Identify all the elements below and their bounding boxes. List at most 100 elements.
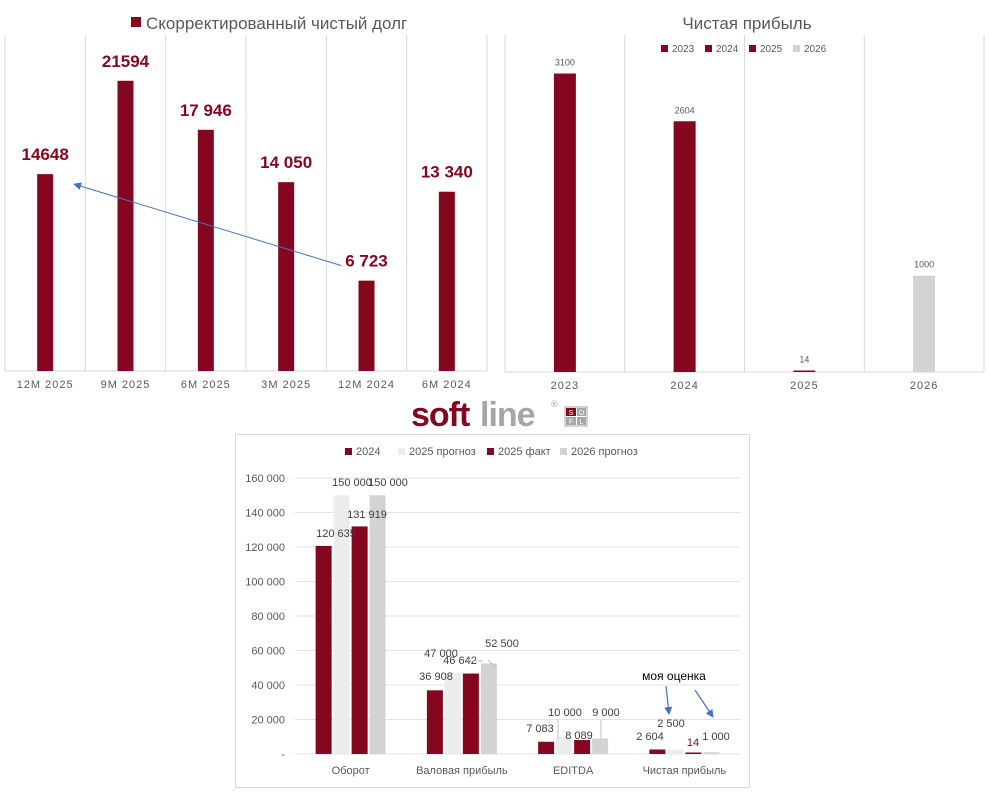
legend-swatch <box>560 448 567 455</box>
bar <box>667 749 684 754</box>
x-tick-label: 12M 2025 <box>17 379 74 391</box>
data-label: 8 089 <box>565 730 593 742</box>
financials-chart: - 20 000 40 000 60 000 80 000 100 000 120 000 1… <box>235 434 750 788</box>
logo-letter-l: L <box>580 419 584 426</box>
leader-line <box>487 659 497 668</box>
data-label: 14 <box>687 737 699 749</box>
data-label: 131 919 <box>347 509 387 521</box>
data-label: 14 050 <box>260 153 312 172</box>
x-tick-label: Чистая прибыль <box>643 765 727 777</box>
bar-12m-2024 <box>358 280 375 371</box>
legend-label: 2024 <box>356 446 380 458</box>
data-label: 2 604 <box>636 731 664 743</box>
legend-label: 2025 прогноз <box>409 446 476 458</box>
x-tick-label: 12M 2024 <box>338 379 395 391</box>
x-tick-label: 6M 2024 <box>422 379 472 391</box>
bar <box>351 526 368 754</box>
y-tick-label: - <box>281 749 285 761</box>
legend-swatch-2025 <box>749 45 756 52</box>
data-label: 36 908 <box>419 671 453 683</box>
data-label: 46 642 <box>443 655 477 667</box>
bar-2026 <box>913 275 936 372</box>
annotation-arrow <box>694 689 714 718</box>
bar <box>444 672 461 754</box>
bar-6m-2024 <box>438 191 455 371</box>
annotation-arrow <box>664 685 673 715</box>
x-tick-label: Оборот <box>332 765 370 777</box>
logo-letter-s: S <box>569 410 574 417</box>
bar <box>315 545 332 754</box>
logo-square-l <box>577 417 586 425</box>
data-label: 17 946 <box>180 101 232 120</box>
logo-letter-o: O <box>579 410 585 417</box>
data-label: 14 <box>799 355 809 365</box>
legend-swatch <box>345 448 352 455</box>
legend-label: 2026 прогноз <box>571 446 638 458</box>
data-label: 1000 <box>914 260 934 270</box>
bar-2023 <box>553 73 576 372</box>
legend-swatch <box>487 448 494 455</box>
data-label: 150 000 <box>368 477 408 489</box>
y-tick-label: 40 000 <box>251 680 285 692</box>
x-tick-label: 2025 <box>790 380 818 392</box>
data-label: 1 000 <box>702 731 730 743</box>
x-tick-label: EDITDA <box>553 765 594 777</box>
bar <box>556 736 573 754</box>
net-profit-chart: Чистая прибыль 2023 2024 2025 2026 3100 2023 26… <box>504 14 985 392</box>
bar <box>462 673 479 754</box>
logo-letter-f: F <box>569 419 573 426</box>
data-label: 2604 <box>675 105 695 115</box>
bar-2025 <box>793 370 816 372</box>
data-label: 21594 <box>102 52 150 71</box>
y-tick-label: 160 000 <box>245 473 285 485</box>
data-label: 13 340 <box>421 163 473 182</box>
bar <box>703 752 720 754</box>
bar <box>333 495 350 754</box>
logo-registered-mark: ® <box>551 399 558 409</box>
data-label: 2 500 <box>657 718 685 730</box>
bar-2024 <box>673 121 696 372</box>
bar <box>369 495 386 754</box>
legend-label-2024: 2024 <box>716 44 739 55</box>
x-tick-label: Валовая прибыль <box>416 765 508 777</box>
legend-swatch-2024 <box>705 45 712 52</box>
data-label: 14648 <box>22 145 69 164</box>
y-tick-label: 140 000 <box>245 508 285 520</box>
logo-line-text: line <box>480 396 535 434</box>
logo-square-s <box>566 408 576 416</box>
x-tick-label: 3M 2025 <box>261 379 311 391</box>
y-tick-label: 80 000 <box>251 611 285 623</box>
bar <box>480 663 497 754</box>
x-tick-label: 2026 <box>910 380 938 392</box>
legend-label-2026: 2026 <box>804 44 827 55</box>
y-tick-label: 20 000 <box>251 715 285 727</box>
data-label: 7 083 <box>526 723 554 735</box>
legend-label: 2025 факт <box>498 446 551 458</box>
data-label: 10 000 <box>548 707 582 719</box>
bar <box>649 749 666 754</box>
y-tick-label: 60 000 <box>251 646 285 658</box>
logo-square-f <box>566 417 576 425</box>
bar <box>592 738 609 754</box>
chart-title: Чистая прибыль <box>682 14 811 33</box>
bar <box>685 752 702 754</box>
x-tick-label: 9M 2025 <box>101 379 151 391</box>
legend-swatch <box>131 17 141 27</box>
x-tick-label: 6M 2025 <box>181 379 231 391</box>
logo-square-o <box>577 408 586 416</box>
net-debt-chart: Скорректированный чистый долг 14648 12M 20… <box>4 14 488 391</box>
annotation-text: моя оценка <box>642 669 706 683</box>
data-label: 6 723 <box>345 252 388 271</box>
legend-label-2025: 2025 <box>760 44 783 55</box>
legend-swatch-2023 <box>661 45 668 52</box>
x-tick-label: 2024 <box>670 380 698 392</box>
y-tick-label: 100 000 <box>245 577 285 589</box>
bar-3m-2025 <box>278 182 295 371</box>
bar <box>574 740 591 754</box>
data-label: 47 000 <box>424 648 458 660</box>
data-label: 120 635 <box>316 528 356 540</box>
x-tick-label: 2023 <box>551 380 579 392</box>
bar-12m-2025 <box>37 174 54 371</box>
bar-9m-2025 <box>117 80 134 371</box>
softline-logo: soft line ® S O F L <box>365 390 633 434</box>
